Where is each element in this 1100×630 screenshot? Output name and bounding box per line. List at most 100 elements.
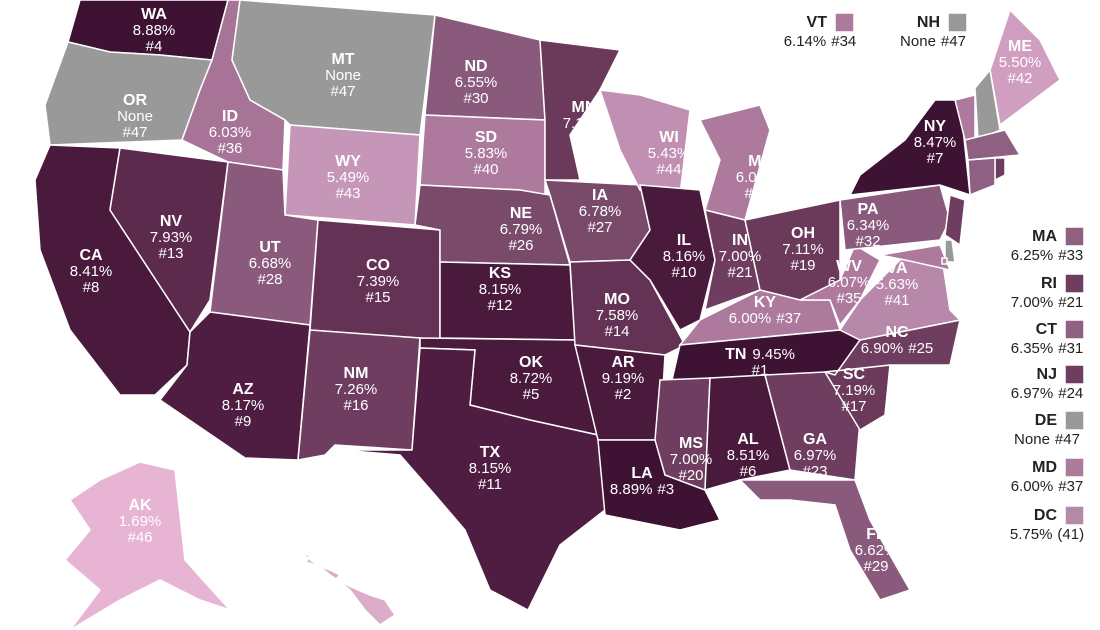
state-shape [109, 147, 229, 334]
state-abbr: IA [592, 187, 608, 204]
legend-abbr: MD [1032, 459, 1057, 476]
legend-rank: #24 [1058, 385, 1083, 402]
legend-values: 6.14% #34 [784, 33, 857, 50]
state-abbr: SC [843, 366, 866, 383]
legend-rate: 6.97% [1011, 385, 1054, 402]
state-rank: #41 [884, 292, 909, 309]
state-rank: #14 [604, 323, 629, 340]
state-rank: #11 [478, 476, 502, 493]
legend-swatch [1064, 364, 1085, 385]
state-rate: 6.79% [500, 221, 543, 238]
state-shape [539, 39, 622, 181]
legend-abbr: DC [1034, 507, 1058, 524]
state-rank: #26 [508, 237, 533, 254]
state-rate: 5.43% [648, 145, 691, 162]
state-rank: #47 [330, 83, 355, 100]
state-rate: 8.89% [610, 481, 653, 498]
state-shape [967, 157, 996, 197]
state-rate: 7.93% [150, 229, 193, 246]
legend-rank: #33 [1058, 247, 1083, 264]
state-abbr: ME [1008, 38, 1032, 55]
state-abbr: TX [480, 444, 501, 461]
legend-values: 6.25% #33 [1011, 247, 1084, 264]
state-rank: #17 [841, 398, 866, 415]
legend-swatch [947, 12, 968, 33]
state-abbr: FL [866, 526, 886, 543]
state-rate: 9.45% [752, 346, 795, 363]
state-abbr: IL [677, 232, 691, 249]
state-rate: 7.39% [357, 273, 400, 290]
state-rate: 4.35% [299, 604, 342, 621]
state-rank: #40 [473, 161, 498, 178]
state-abbr: NE [510, 205, 533, 222]
state-rank: #1 [752, 362, 769, 379]
legend-rank: #47 [1055, 431, 1080, 448]
legend-swatch [1064, 410, 1085, 431]
state-shape [964, 129, 1022, 161]
state-abbr: HI [312, 588, 328, 605]
state-rank: #32 [855, 233, 880, 250]
state-rate: 9.19% [602, 370, 645, 387]
state-shape [994, 157, 1006, 182]
state-shape [63, 461, 233, 630]
state-rate: 5.50% [999, 54, 1042, 71]
state-abbr: IN [732, 232, 748, 249]
state-rank: #10 [671, 264, 696, 281]
state-rate: 7.00% [670, 451, 713, 468]
state-rate: 8.15% [469, 460, 512, 477]
legend-swatch [834, 12, 855, 33]
legend-swatch [1064, 226, 1085, 247]
state-abbr: NM [344, 365, 369, 382]
state-rank: #2 [615, 386, 632, 403]
state-rate: 8.41% [70, 263, 113, 280]
state-abbr: ND [464, 58, 487, 75]
legend-rate: None [1014, 431, 1050, 448]
state-rank: #12 [487, 297, 512, 314]
state-shape [944, 193, 966, 247]
state-rank: #45 [307, 620, 332, 630]
state-abbr: TN [725, 346, 746, 363]
state-abbr: KY [754, 294, 777, 311]
state-abbr: OK [519, 354, 543, 371]
state-abbr: MN [572, 99, 597, 116]
state-rate: 7.19% [563, 115, 606, 132]
legend-rank: #47 [941, 33, 966, 50]
state-shape [944, 239, 956, 263]
legend-values: None #47 [1014, 431, 1080, 448]
state-abbr: NC [885, 324, 909, 341]
state-abbr: PA [857, 201, 878, 218]
state-abbr: VA [886, 260, 907, 277]
state-rank: #29 [863, 558, 888, 575]
state-rank: #30 [463, 90, 488, 107]
legend-values: 6.00% #37 [1011, 478, 1084, 495]
state-abbr: GA [803, 431, 827, 448]
state-rank: #5 [523, 386, 540, 403]
state-abbr: WY [335, 153, 361, 170]
legend-swatch [1064, 457, 1085, 478]
state-abbr: NV [160, 213, 183, 230]
state-abbr: MO [604, 291, 630, 308]
state-rate: None [117, 108, 153, 125]
state-values: 8.89% #3 [610, 481, 674, 498]
state-rank: #4 [146, 38, 163, 55]
state-rate: 6.78% [579, 203, 622, 220]
state-abbr: WV [836, 258, 862, 275]
state-shape [799, 243, 881, 327]
state-rate: 6.00% [736, 169, 779, 186]
state-rate: 8.51% [727, 447, 770, 464]
state-rate: 7.00% [719, 248, 762, 265]
state-abbr: AZ [232, 381, 254, 398]
legend-swatch [1064, 319, 1085, 340]
state-rate: 7.11% [782, 241, 823, 258]
state-rate: 6.07% [828, 274, 871, 291]
legend-swatch [1064, 273, 1085, 294]
state-rate: 5.83% [465, 145, 508, 162]
state-abbr: AL [737, 431, 759, 448]
state-rate: 6.03% [209, 124, 252, 141]
state-rank: #19 [790, 257, 815, 274]
legend-abbr: RI [1041, 275, 1057, 292]
state-rate: 8.16% [663, 248, 706, 265]
state-rate: 7.19% [833, 382, 876, 399]
